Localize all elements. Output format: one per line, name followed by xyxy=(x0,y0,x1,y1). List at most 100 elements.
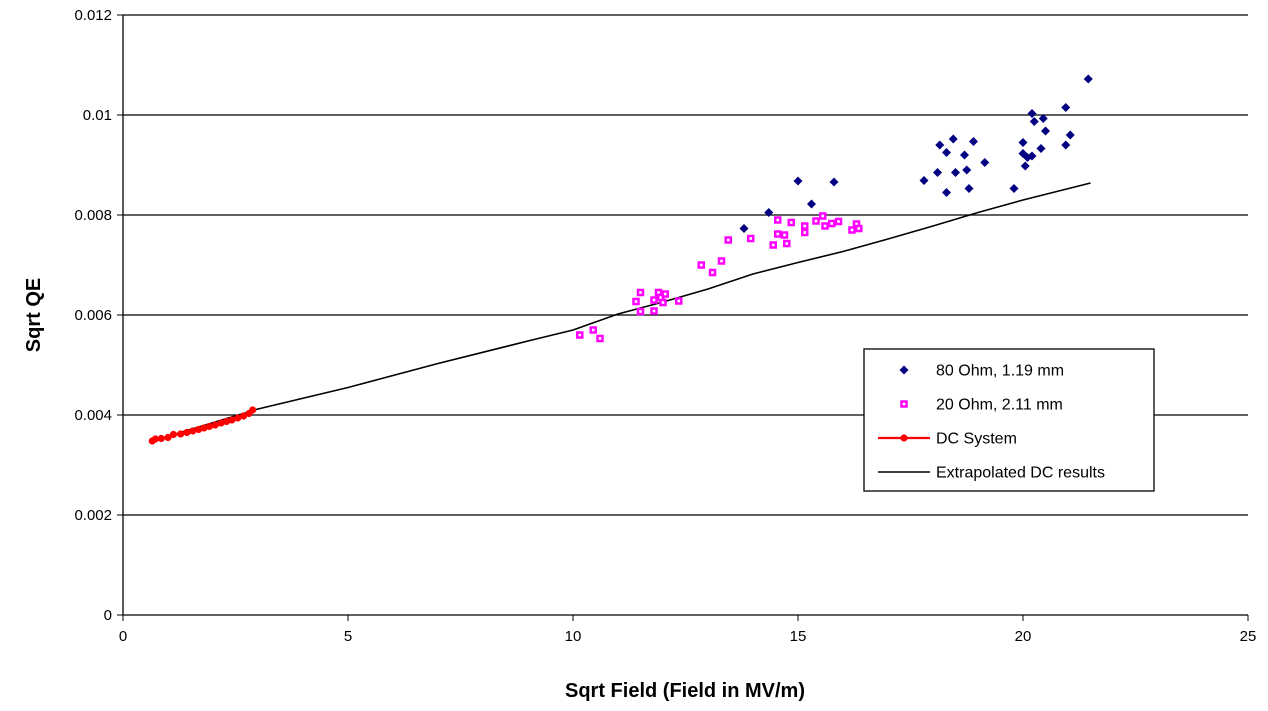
data-point xyxy=(1020,161,1030,171)
data-point xyxy=(217,419,225,427)
data-point xyxy=(1041,126,1050,136)
legend-entry: DC System xyxy=(878,431,1017,448)
data-point-inner xyxy=(776,218,780,222)
data-point xyxy=(177,430,185,438)
y-tick-label: 0 xyxy=(104,607,112,624)
data-point xyxy=(1061,140,1071,150)
data-point xyxy=(948,134,958,144)
data-point xyxy=(1029,117,1039,126)
data-point xyxy=(1061,103,1071,112)
data-point-inner xyxy=(699,263,703,267)
data-point-inner xyxy=(785,242,789,245)
data-point xyxy=(1027,109,1037,118)
data-point-inner xyxy=(783,233,786,237)
data-point xyxy=(1018,138,1028,147)
data-point-inner xyxy=(657,291,660,294)
data-point xyxy=(249,406,257,414)
x-tick-label: 25 xyxy=(1240,628,1257,645)
data-point xyxy=(151,435,159,443)
data-point-inner xyxy=(803,231,807,234)
data-point xyxy=(1065,130,1075,140)
data-point-inner xyxy=(677,299,681,303)
y-tick-label: 0.002 xyxy=(74,507,112,524)
data-point-inner xyxy=(830,222,834,225)
data-point xyxy=(969,137,978,146)
data-point xyxy=(228,416,236,424)
data-point xyxy=(195,425,203,434)
data-point-inner xyxy=(803,224,807,228)
data-point-inner xyxy=(591,328,595,332)
data-point xyxy=(1036,144,1046,153)
data-point-inner xyxy=(771,243,775,247)
data-point-inner xyxy=(659,296,663,299)
data-point xyxy=(240,412,248,420)
data-point xyxy=(1009,184,1019,193)
legend-label: Extrapolated DC results xyxy=(936,465,1105,482)
x-tick-label: 10 xyxy=(565,628,582,645)
data-point-inner xyxy=(749,237,753,240)
data-point xyxy=(933,168,942,177)
data-point-inner xyxy=(652,309,656,313)
data-point xyxy=(764,208,774,217)
series-layer xyxy=(148,74,1093,445)
data-point xyxy=(205,422,213,431)
data-point xyxy=(169,430,177,439)
data-point-inner xyxy=(726,238,730,242)
data-point xyxy=(793,176,803,186)
y-tick-label: 0.004 xyxy=(74,407,112,424)
data-point-inner xyxy=(578,333,582,337)
data-point xyxy=(1027,151,1037,161)
data-point xyxy=(935,140,945,150)
legend-label: 20 Ohm, 2.11 mm xyxy=(936,397,1063,414)
legend: 80 Ohm, 1.19 mm 20 Ohm, 2.11 mm DC System E… xyxy=(863,348,1155,492)
data-point-inner xyxy=(789,221,793,224)
data-point-inner xyxy=(598,337,602,340)
data-point xyxy=(1038,114,1048,123)
data-point xyxy=(157,434,165,443)
data-point xyxy=(829,177,839,187)
data-point-inner xyxy=(821,214,825,218)
legend-entry: Extrapolated DC results xyxy=(878,465,1105,482)
data-point xyxy=(739,224,749,233)
legend-label: DC System xyxy=(936,431,1017,448)
data-point-inner xyxy=(634,300,638,303)
series-2 xyxy=(148,406,257,445)
data-point xyxy=(234,414,242,422)
data-point-inner xyxy=(663,292,667,296)
series-1 xyxy=(576,212,863,343)
x-tick-label: 15 xyxy=(790,628,807,645)
y-tick-label: 0.01 xyxy=(83,107,112,124)
legend-marker-inner xyxy=(902,402,906,406)
data-point xyxy=(980,158,990,167)
x-tick-label: 0 xyxy=(119,628,127,645)
series-3 xyxy=(152,182,1091,442)
data-point xyxy=(942,148,951,157)
data-point xyxy=(962,165,972,175)
data-point xyxy=(164,433,172,442)
data-point xyxy=(211,421,219,429)
data-point-inner xyxy=(850,228,854,232)
data-point xyxy=(807,199,816,209)
x-tick-label: 20 xyxy=(1015,628,1032,645)
y-axis-title: Sqrt QE xyxy=(23,278,45,352)
data-point-inner xyxy=(776,232,780,236)
legend-marker xyxy=(899,365,909,375)
x-axis-title: Sqrt Field (Field in MV/m) xyxy=(565,680,805,702)
series-0 xyxy=(739,74,1093,233)
legend-label: 80 Ohm, 1.19 mm xyxy=(936,363,1064,380)
legend-box xyxy=(863,348,1155,492)
axes: 0 0.002 0.004 0.006 0.008 0.01 0.012 0 5 10 15 20 25 xyxy=(74,7,1256,645)
data-point xyxy=(964,184,974,193)
data-point-inner xyxy=(652,298,656,302)
data-point-inner xyxy=(711,271,714,274)
series-line xyxy=(152,182,1091,442)
data-point-inner xyxy=(661,301,665,304)
y-tick-label: 0.008 xyxy=(74,207,112,224)
data-point xyxy=(942,188,951,197)
data-point-inner xyxy=(823,224,827,228)
data-point xyxy=(960,150,969,160)
y-tick-label: 0.012 xyxy=(74,7,112,24)
data-point-inner xyxy=(639,291,642,294)
data-point-inner xyxy=(855,222,858,226)
